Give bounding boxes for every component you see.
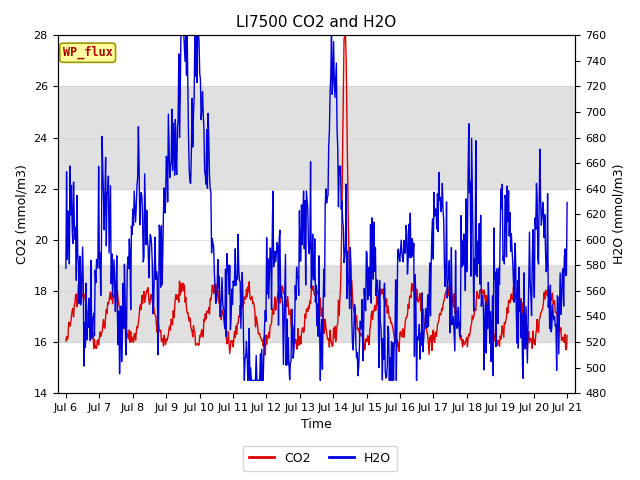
Y-axis label: CO2 (mmol/m3): CO2 (mmol/m3) (15, 164, 28, 264)
X-axis label: Time: Time (301, 419, 332, 432)
Y-axis label: H2O (mmol/m3): H2O (mmol/m3) (612, 164, 625, 264)
Text: WP_flux: WP_flux (63, 46, 113, 60)
Bar (58, 265, 575, 342)
Title: LI7500 CO2 and H2O: LI7500 CO2 and H2O (236, 15, 397, 30)
Bar (58, 86, 575, 189)
Legend: CO2, H2O: CO2, H2O (243, 446, 397, 471)
